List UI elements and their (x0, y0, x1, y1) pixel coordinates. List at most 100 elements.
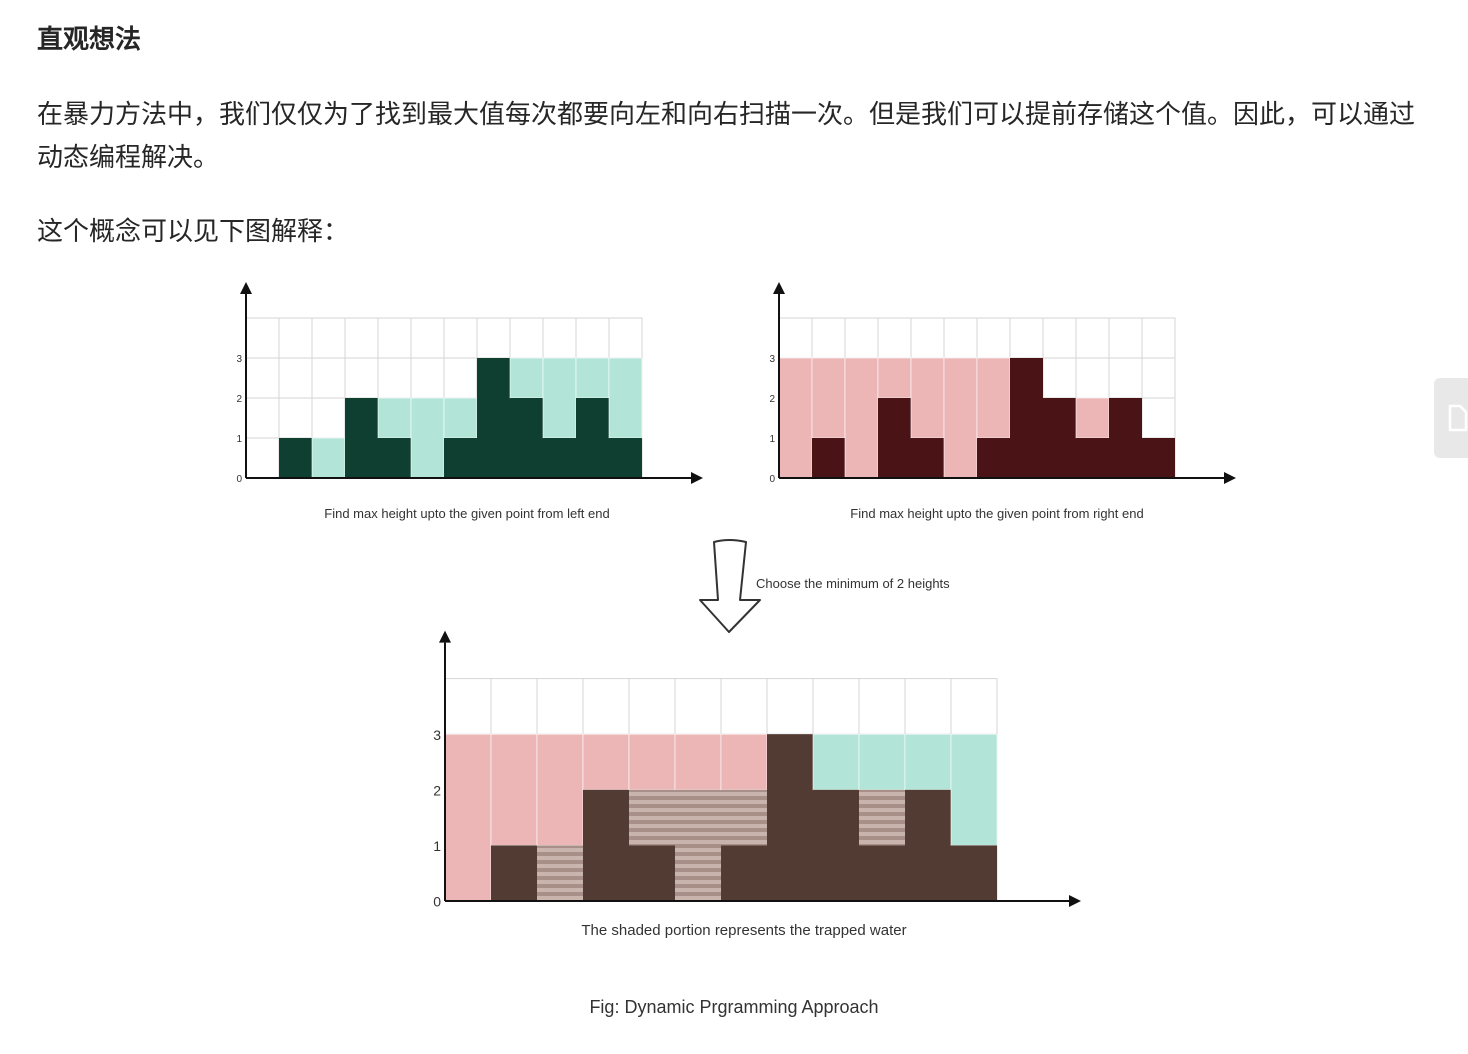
elevation-bar (1109, 398, 1142, 478)
grid-cell (1042, 317, 1077, 359)
max-fill-area (844, 357, 879, 479)
grid-cell (1108, 357, 1143, 399)
grid-cell (278, 317, 313, 359)
right-max-fill (582, 733, 630, 791)
right-max-fill (674, 733, 722, 791)
grid-cell (844, 317, 879, 359)
elevation-bar (911, 438, 944, 478)
figure-caption: Fig: Dynamic Prgramming Approach (589, 997, 879, 1017)
grid-cell (858, 678, 906, 735)
x-axis-arrowhead (1224, 472, 1236, 484)
right-max-fill (490, 733, 538, 846)
max-fill-area (410, 397, 445, 479)
grid-cell (476, 317, 511, 359)
elevation-bar (721, 845, 767, 901)
elevation-bar (1076, 438, 1109, 478)
right-max-fill (444, 733, 492, 902)
elevation-bar (1142, 438, 1175, 478)
y-tick-label: 3 (236, 354, 242, 365)
elevation-bar (905, 789, 951, 901)
y-tick-label: 3 (769, 354, 775, 365)
elevation-bar (543, 438, 576, 478)
figure-intro-paragraph: 这个概念可以见下图解释： (37, 217, 350, 247)
grid-cell (410, 357, 445, 399)
y-tick-label: 0 (433, 894, 441, 910)
max-fill-area (443, 397, 478, 439)
grid-cell (443, 357, 478, 399)
right-max-fill (628, 733, 676, 791)
grid-cell (976, 317, 1011, 359)
elevation-bar (378, 438, 411, 478)
y-tick-label: 0 (236, 474, 242, 485)
max-fill-area (542, 357, 577, 439)
elevation-bar (609, 438, 642, 478)
elevation-bar (977, 438, 1010, 478)
arrow-label: Choose the minimum of 2 heights (756, 576, 950, 591)
elevation-bar (510, 398, 543, 478)
left-max-chart: 0 1 2 3 (236, 282, 703, 485)
y-tick-label: 2 (236, 394, 242, 405)
grid-cell (410, 317, 445, 359)
right-max-chart: 0 1 2 3 (769, 282, 1236, 485)
trapped-water (859, 789, 905, 846)
grid-cell (943, 317, 978, 359)
grid-cell (245, 437, 280, 479)
grid-cell (344, 357, 379, 399)
trapped-water-chart: 0 1 2 3 (433, 630, 1081, 910)
max-fill-area (778, 357, 813, 479)
x-axis-arrowhead (1069, 895, 1081, 907)
side-panel-tab[interactable] (1434, 378, 1468, 458)
grid-cell (1075, 317, 1110, 359)
document-icon (1448, 404, 1468, 432)
grid-cell (311, 317, 346, 359)
max-fill-area (575, 357, 610, 399)
elevation-bar (444, 438, 477, 478)
max-fill-area (910, 357, 945, 439)
left-max-fill (950, 733, 998, 846)
elevation-bar (859, 845, 905, 901)
grid-cell (344, 317, 379, 359)
grid-cell (950, 678, 998, 735)
grid-cell (720, 678, 768, 735)
y-tick-label: 3 (433, 727, 441, 743)
max-fill-area (377, 397, 412, 439)
trapped-water (675, 789, 721, 901)
grid-cell (1141, 317, 1176, 359)
trapped-water (629, 789, 675, 846)
max-fill-area (608, 357, 643, 439)
grid-cell (377, 357, 412, 399)
grid-cell (575, 317, 610, 359)
elevation-bar (576, 398, 609, 478)
elevation-bar (878, 398, 911, 478)
left-max-fill (858, 733, 906, 791)
grid-cell (536, 678, 584, 735)
elevation-bar (951, 845, 997, 901)
elevation-bar (1043, 398, 1076, 478)
y-axis-arrowhead (773, 282, 785, 294)
elevation-bar (812, 438, 845, 478)
grid-cell (674, 678, 722, 735)
bottom-panel-caption: The shaded portion represents the trappe… (581, 922, 906, 939)
grid-cell (509, 317, 544, 359)
max-fill-area (976, 357, 1011, 439)
grid-cell (628, 678, 676, 735)
elevation-bar (813, 789, 859, 901)
y-tick-label: 2 (769, 394, 775, 405)
trapped-water (721, 789, 767, 846)
max-fill-area (943, 357, 978, 479)
max-fill-area (811, 357, 846, 439)
y-tick-label: 1 (433, 838, 441, 854)
elevation-bar (583, 789, 629, 901)
y-tick-label: 1 (769, 434, 775, 445)
elevation-bar (477, 358, 510, 478)
down-arrow-icon (699, 539, 761, 633)
right-max-fill (720, 733, 768, 791)
y-tick-label: 1 (236, 434, 242, 445)
grid-cell (812, 678, 860, 735)
grid-cell (311, 397, 346, 439)
max-fill-area (311, 437, 346, 479)
right-max-fill (536, 733, 584, 846)
grid-cell (1108, 317, 1143, 359)
grid-cell (1042, 357, 1077, 399)
grid-cell (278, 397, 313, 439)
